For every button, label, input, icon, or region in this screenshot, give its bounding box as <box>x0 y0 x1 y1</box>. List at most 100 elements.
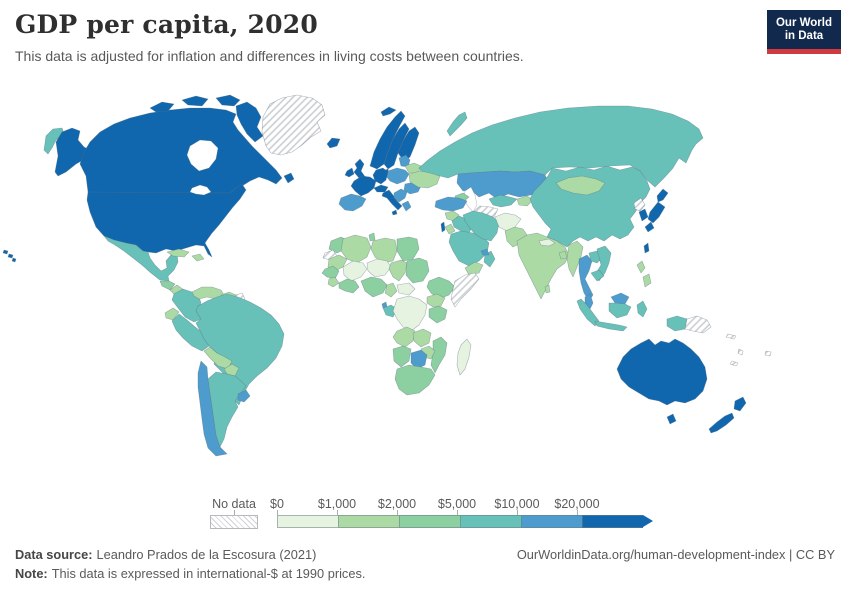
country-afghanistan[interactable] <box>494 212 522 232</box>
country-belarus[interactable] <box>404 162 422 174</box>
country-chad[interactable] <box>388 259 408 282</box>
country-iberia[interactable] <box>338 193 367 212</box>
country-australia[interactable] <box>616 338 708 406</box>
country-egypt[interactable] <box>396 236 420 262</box>
country-north-korea[interactable] <box>633 197 646 212</box>
country-uk[interactable] <box>353 158 367 179</box>
country-peru[interactable] <box>171 313 210 352</box>
country-nepal[interactable] <box>538 238 556 247</box>
legend-segment-10000-20000[interactable] <box>521 515 582 528</box>
country-philippines-north[interactable] <box>636 260 646 274</box>
country-borneo-malaysia[interactable] <box>610 292 630 305</box>
legend-no-data-swatch[interactable] <box>210 515 258 529</box>
country-tasmania[interactable] <box>666 413 677 425</box>
country-india[interactable] <box>516 232 570 300</box>
country-israel[interactable] <box>440 221 446 233</box>
country-turkey[interactable] <box>434 196 468 212</box>
country-south-korea[interactable] <box>638 208 649 222</box>
country-france[interactable] <box>350 175 377 197</box>
country-iran[interactable] <box>462 210 500 242</box>
country-zambia[interactable] <box>412 328 432 348</box>
country-nz-south[interactable] <box>708 412 735 434</box>
country-greenland[interactable] <box>261 94 326 156</box>
legend-segment-20000-plus[interactable] <box>582 515 643 528</box>
country-libya[interactable] <box>370 237 398 264</box>
country-south-africa[interactable] <box>394 364 436 396</box>
legend-segment-2000-5000[interactable] <box>399 515 460 528</box>
country-borneo-indonesia[interactable] <box>608 302 632 319</box>
country-alpine[interactable] <box>373 184 389 193</box>
country-guatemala[interactable] <box>159 280 176 291</box>
country-namibia[interactable] <box>392 345 412 368</box>
country-balkans[interactable] <box>393 188 408 203</box>
country-ireland[interactable] <box>344 167 355 178</box>
country-saudi-arabia[interactable] <box>448 230 490 267</box>
country-germany[interactable] <box>372 167 389 185</box>
country-ethiopia[interactable] <box>426 276 456 300</box>
country-ivory-ghana[interactable] <box>338 278 360 294</box>
country-uruguay[interactable] <box>237 389 251 403</box>
country-sulawesi[interactable] <box>636 300 648 318</box>
country-uae-qatar[interactable] <box>480 248 490 256</box>
country-sudan[interactable] <box>405 257 430 284</box>
country-thailand[interactable] <box>578 254 594 302</box>
country-kyrgyz-tajik[interactable] <box>516 195 534 207</box>
country-uganda-kenya[interactable] <box>426 293 446 308</box>
country-nz-north[interactable] <box>733 396 747 412</box>
country-uzbekistan[interactable] <box>488 194 518 208</box>
country-arctic-islands-2[interactable] <box>181 95 209 107</box>
country-mozambique[interactable] <box>430 336 448 374</box>
country-argentina[interactable] <box>207 371 247 448</box>
country-arctic-islands-3[interactable] <box>215 94 241 107</box>
country-papua-new-guinea[interactable] <box>684 315 712 334</box>
country-novaya-zemlya[interactable] <box>446 111 468 137</box>
country-usa[interactable] <box>86 183 247 258</box>
country-poland-central-europe[interactable] <box>385 167 410 185</box>
country-yemen[interactable] <box>464 261 484 276</box>
country-japan-honshu[interactable] <box>647 201 666 224</box>
country-dr-congo[interactable] <box>392 295 428 332</box>
country-madagascar[interactable] <box>456 338 472 376</box>
country-cambodia[interactable] <box>590 269 605 282</box>
country-cameroon[interactable] <box>384 282 398 298</box>
country-java[interactable] <box>594 320 628 332</box>
country-jordan[interactable] <box>444 223 456 235</box>
country-tanzania[interactable] <box>428 305 448 324</box>
country-angola[interactable] <box>392 326 416 348</box>
country-philippines-south[interactable] <box>642 273 652 288</box>
country-west-papua[interactable] <box>666 315 688 332</box>
owid-logo[interactable]: Our World in Data <box>767 10 841 54</box>
country-nigeria[interactable] <box>360 276 388 298</box>
country-niger[interactable] <box>366 258 392 278</box>
country-hispaniola[interactable] <box>191 253 205 262</box>
country-algeria[interactable] <box>340 234 372 264</box>
legend-segment-0-1000[interactable] <box>277 515 338 528</box>
legend-segment-1000-2000[interactable] <box>338 515 399 528</box>
country-sierra-liberia[interactable] <box>327 276 340 288</box>
country-taiwan[interactable] <box>643 242 650 254</box>
country-paraguay[interactable] <box>223 363 240 377</box>
country-arctic-islands-1[interactable] <box>149 101 175 113</box>
country-mongolia[interactable] <box>555 175 606 196</box>
country-myanmar[interactable] <box>566 240 584 278</box>
country-somalia[interactable] <box>450 272 480 308</box>
country-italy[interactable] <box>381 189 403 211</box>
country-japan-south[interactable] <box>644 221 655 233</box>
country-mali[interactable] <box>342 260 368 282</box>
country-iceland[interactable] <box>326 137 341 149</box>
country-hawaii[interactable] <box>2 249 17 263</box>
legend-segment-5000-10000[interactable] <box>460 515 521 528</box>
country-sicily[interactable] <box>391 209 398 216</box>
country-central-african-republic[interactable] <box>396 282 416 296</box>
country-japan-hokkaido[interactable] <box>656 188 669 203</box>
country-pacific-islands[interactable] <box>725 333 772 367</box>
country-sweden[interactable] <box>383 122 410 170</box>
country-sumatra[interactable] <box>576 298 600 327</box>
country-baltics[interactable] <box>398 154 411 168</box>
country-tunisia[interactable] <box>368 232 376 242</box>
country-botswana[interactable] <box>410 349 428 370</box>
country-sri-lanka[interactable] <box>544 284 551 294</box>
country-newfoundland[interactable] <box>283 172 295 184</box>
country-svalbard[interactable] <box>380 106 397 117</box>
country-greece[interactable] <box>401 200 412 212</box>
